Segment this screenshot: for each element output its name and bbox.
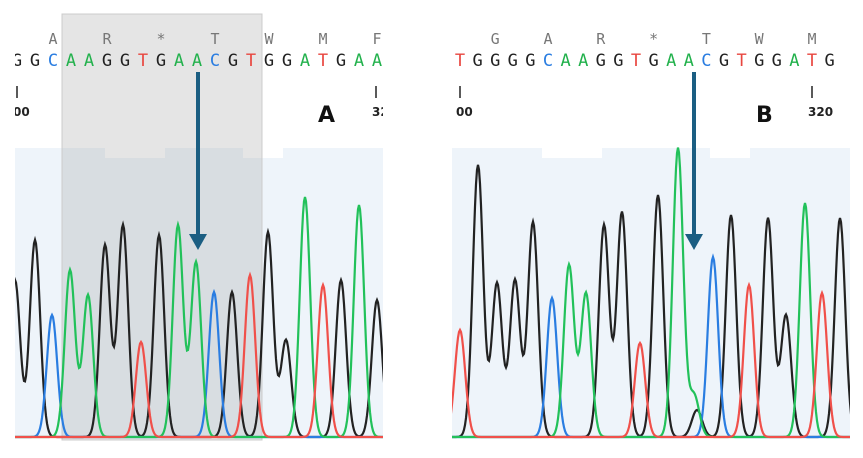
base-call: A xyxy=(84,51,94,71)
base-call: G xyxy=(754,51,764,71)
base-call: A xyxy=(66,51,76,71)
base-call: G xyxy=(30,51,40,71)
base-call: G xyxy=(648,51,658,71)
position-label: 320 xyxy=(808,105,833,119)
base-call: G xyxy=(120,51,130,71)
base-call: G xyxy=(264,51,274,71)
base-call: C xyxy=(48,51,58,71)
amino-acid: G xyxy=(491,30,500,48)
base-call: T xyxy=(807,51,817,71)
base-call: G xyxy=(336,51,346,71)
base-call: T xyxy=(318,51,328,71)
base-call: G xyxy=(824,51,834,71)
base-call: A xyxy=(578,51,588,71)
trace xyxy=(452,281,850,439)
panel-label: A xyxy=(318,103,335,128)
amino-acid: A xyxy=(543,30,552,48)
amino-acid: M xyxy=(318,30,327,48)
base-call: A xyxy=(372,51,382,71)
trace xyxy=(15,271,383,439)
base-call: G xyxy=(12,51,22,71)
base-call: A xyxy=(666,51,676,71)
arrow-head xyxy=(685,234,703,250)
position-label: 32 xyxy=(372,105,389,119)
trace xyxy=(452,164,850,439)
base-call: A xyxy=(354,51,364,71)
base-call: G xyxy=(596,51,606,71)
base-call: G xyxy=(472,51,482,71)
amino-acid: * xyxy=(156,30,165,48)
panel-label: B xyxy=(756,103,773,128)
amino-acid: W xyxy=(264,30,274,48)
position-label: 00 xyxy=(456,105,473,119)
amino-acid: R xyxy=(596,30,606,48)
base-call: G xyxy=(613,51,623,71)
amino-acid: T xyxy=(210,30,219,48)
base-call: C xyxy=(701,51,711,71)
arrow-head xyxy=(189,234,207,250)
panel-body: T G G G G C A A G G T G A A C G T G G A T GG A R * T W M00 320 xyxy=(452,30,850,439)
base-call: T xyxy=(246,51,256,71)
amino-acid: * xyxy=(649,30,658,48)
base-call: C xyxy=(210,51,220,71)
amino-acid: R xyxy=(102,30,112,48)
base-call: A xyxy=(560,51,570,71)
base-call: G xyxy=(228,51,238,71)
base-call: T xyxy=(736,51,746,71)
trace-background xyxy=(452,148,850,437)
amino-acid: M xyxy=(807,30,816,48)
base-call: G xyxy=(282,51,292,71)
position-label: 00 xyxy=(13,105,30,119)
base-call: A xyxy=(300,51,310,71)
base-call: G xyxy=(525,51,535,71)
panel-body: G G C A A G G T G A A C G T G G A T G A AA R * T W M F00 32 xyxy=(12,13,389,441)
base-call: A xyxy=(789,51,799,71)
base-call: A xyxy=(174,51,184,71)
base-call: G xyxy=(102,51,112,71)
base-call: A xyxy=(192,51,202,71)
base-call: A xyxy=(684,51,694,71)
highlight-region xyxy=(61,13,263,441)
amino-acid: T xyxy=(702,30,711,48)
base-call: G xyxy=(719,51,729,71)
amino-acid: F xyxy=(372,30,381,48)
base-call: T xyxy=(455,51,465,71)
base-call: G xyxy=(508,51,518,71)
base-call: T xyxy=(631,51,641,71)
base-call: G xyxy=(156,51,166,71)
panel: G G C A A G G T G A A C G T G G A T G A AA R * T W M F00 32A xyxy=(12,13,389,441)
amino-acid: A xyxy=(48,30,57,48)
base-call: G xyxy=(490,51,500,71)
trace xyxy=(15,196,383,439)
amino-acid: W xyxy=(755,30,765,48)
base-call: C xyxy=(543,51,553,71)
base-call: G xyxy=(772,51,782,71)
base-call: T xyxy=(138,51,148,71)
